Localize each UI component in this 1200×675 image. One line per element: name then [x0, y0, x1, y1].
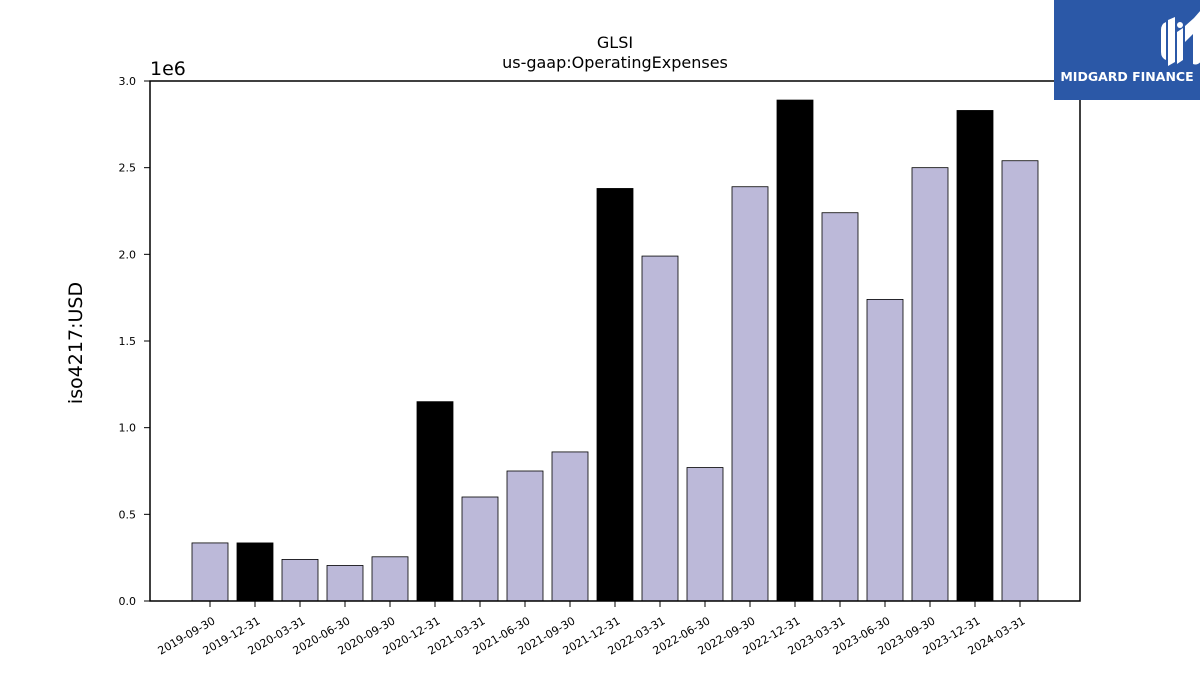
y-tick-label: 0.0 [119, 595, 137, 608]
bar-2020-12-31 [416, 401, 454, 602]
y-tick-label: 3.0 [119, 75, 137, 88]
bar-2023-12-31 [956, 110, 994, 602]
y-tick-label: 1.5 [119, 335, 137, 348]
y-tick-label: 0.5 [119, 508, 137, 521]
bar-2019-09-30 [191, 542, 229, 602]
bar-2024-03-31 [1001, 160, 1039, 602]
bar-2022-03-31 [641, 255, 679, 602]
bar-2021-12-31 [596, 188, 634, 602]
bars-group [191, 99, 1039, 602]
y-tick-label: 1.0 [119, 422, 137, 435]
midgard-finance-logo: MIDGARD FINANCE [1054, 0, 1200, 100]
x-ticks-group: 2019-09-302019-12-312020-03-312020-06-30… [156, 601, 1028, 658]
chart-title: GLSI [597, 33, 633, 52]
y-ticks-group: 0.0 0.5 1.0 1.5 2.0 2.5 3.0 [119, 75, 150, 608]
y-offset-label: 1e6 [150, 58, 186, 80]
y-axis-label: iso4217:USD [65, 282, 87, 404]
bar-2021-09-30 [551, 451, 589, 602]
chart-subtitle: us-gaap:OperatingExpenses [502, 53, 728, 72]
bar-2022-09-30 [731, 186, 769, 602]
bar-2020-06-30 [326, 565, 364, 602]
bar-2023-06-30 [866, 298, 904, 602]
y-tick-label: 2.5 [119, 162, 137, 175]
bar-2020-03-31 [281, 559, 319, 602]
bar-2019-12-31 [236, 542, 274, 602]
logo-text: MIDGARD FINANCE [1060, 69, 1194, 84]
bar-2022-06-30 [686, 467, 724, 602]
bar-2021-03-31 [461, 496, 499, 602]
midgard-logo-icon [1161, 11, 1200, 66]
plot-frame [149, 80, 1081, 602]
bar-2023-03-31 [821, 212, 859, 602]
bar-2022-12-31 [776, 99, 814, 602]
bar-2020-09-30 [371, 556, 409, 602]
bar-2023-09-30 [911, 167, 949, 602]
bar-2021-06-30 [506, 470, 544, 602]
y-tick-label: 2.0 [119, 248, 137, 261]
